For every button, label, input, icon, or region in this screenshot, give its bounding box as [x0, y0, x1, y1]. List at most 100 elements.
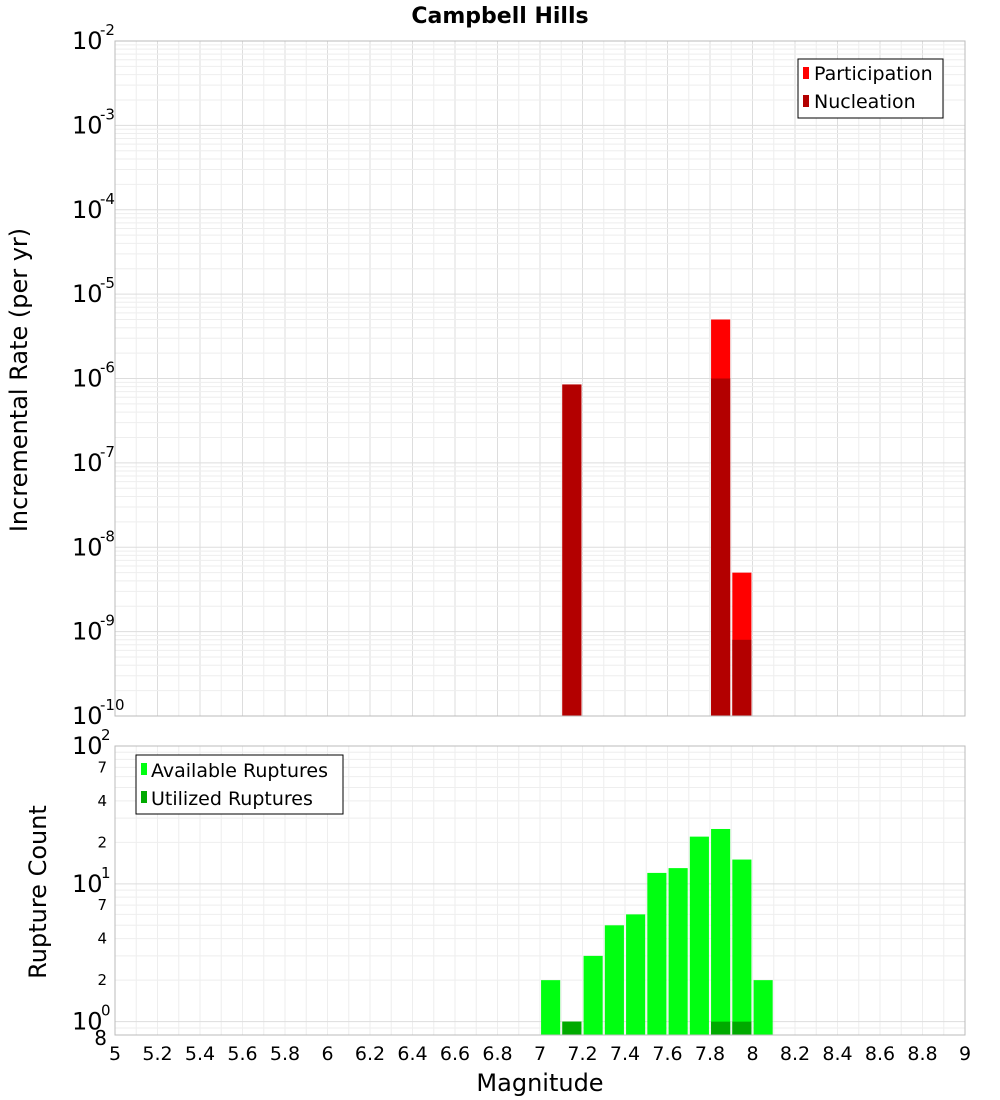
bottom-y-tick-exponent: 2 — [101, 726, 111, 744]
top-y-tick-exponent: -10 — [100, 696, 125, 714]
x-tick-label: 7 — [534, 1043, 546, 1065]
top-y-tick: 10-4 — [72, 190, 115, 224]
bottom-y-minor-tick-label: 7 — [97, 758, 107, 776]
bar-available-ruptures — [711, 828, 731, 1035]
bottom-y-minor-tick-label: 2 — [97, 971, 107, 989]
chart-title: Campbell Hills — [411, 4, 588, 29]
bottom-y-tick-base: 10 — [72, 870, 103, 898]
top-y-tick: 10-2 — [72, 21, 115, 55]
top-y-tick-exponent: -5 — [100, 274, 115, 292]
x-tick-label: 6 — [321, 1043, 333, 1065]
top-y-tick: 10-9 — [72, 612, 115, 646]
bar-available-ruptures — [689, 836, 709, 1035]
top-plot-grid — [114, 41, 966, 717]
bottom-y-tick: 100 — [72, 1002, 111, 1036]
x-tick-labels: 5 5.2 5.4 5.6 5.8 6 6.2 6.4 6.6 6.8 7 7.2 7.4 7.6 7.8 8… — [109, 1043, 971, 1065]
legend-swatch-participation — [803, 67, 809, 79]
top-y-tick-exponent: -2 — [100, 21, 115, 39]
top-legend-box — [797, 58, 944, 119]
bottom-y-minor-tick-label: 4 — [97, 792, 107, 810]
bar-nucleation — [562, 384, 582, 716]
bottom-y-minor-tick-label: 2 — [97, 833, 107, 851]
top-y-tick: 10-8 — [72, 527, 115, 561]
top-y-axis-label: Incremental Rate (per yr) — [5, 228, 33, 532]
bottom-y-tick-base: 10 — [72, 732, 103, 760]
bar-nucleation — [732, 639, 752, 716]
top-y-tick-base: 10 — [72, 280, 103, 308]
bottom-y-axis-label: Rupture Count — [24, 805, 52, 979]
x-tick-label: 8.6 — [865, 1043, 895, 1065]
top-y-tick: 10-3 — [72, 105, 115, 139]
bar-available-ruptures — [604, 925, 624, 1035]
bar-utilized-ruptures — [732, 1021, 752, 1035]
bottom-y-tick-base: 10 — [72, 1008, 103, 1036]
x-tick-label: 6.8 — [482, 1043, 512, 1065]
x-tick-label: 9 — [959, 1043, 971, 1065]
bar-available-ruptures — [732, 859, 752, 1035]
bar-available-ruptures — [541, 980, 561, 1035]
bottom-y-minor-tick-label: 8 — [94, 1026, 107, 1050]
top-y-tick-base: 10 — [72, 533, 103, 561]
top-y-tick-exponent: -7 — [100, 443, 115, 461]
top-y-tick-base: 10 — [72, 365, 103, 393]
top-y-tick-exponent: -8 — [100, 527, 115, 545]
x-axis-label: Magnitude — [476, 1069, 603, 1097]
bar-available-ruptures — [626, 914, 646, 1035]
bar-available-ruptures — [668, 868, 688, 1035]
x-tick-label: 6.2 — [355, 1043, 385, 1065]
top-plot-bars — [562, 319, 752, 716]
top-y-tick-exponent: -4 — [100, 190, 115, 208]
x-tick-label: 5.4 — [185, 1043, 215, 1065]
x-tick-label: 6.4 — [397, 1043, 427, 1065]
top-y-tick: 10-6 — [72, 359, 115, 393]
top-legend: Participation Nucleation — [797, 58, 944, 119]
legend-swatch-utilized-ruptures — [141, 791, 147, 803]
x-tick-label: 7.6 — [652, 1043, 682, 1065]
bottom-y-tick: 101 — [72, 864, 111, 898]
top-y-tick-base: 10 — [72, 618, 103, 646]
legend-swatch-available-ruptures — [141, 763, 147, 775]
bottom-plot-frame — [114, 745, 966, 1036]
bottom-y-minor-tick-label: 4 — [97, 930, 107, 948]
top-y-tick: 10-5 — [72, 274, 115, 308]
top-plot-frame — [114, 40, 966, 717]
legend-label-participation: Participation — [814, 63, 933, 85]
bar-nucleation — [711, 378, 731, 716]
bottom-legend-box — [135, 754, 344, 815]
top-y-tick: 10-7 — [72, 443, 115, 477]
bar-utilized-ruptures — [562, 1021, 582, 1035]
top-y-tick-exponent: -6 — [100, 359, 115, 377]
bottom-y-tick-exponent: 1 — [101, 864, 111, 882]
x-tick-label: 5 — [109, 1043, 121, 1065]
top-y-tick-base: 10 — [72, 27, 103, 55]
legend-label-available-ruptures: Available Ruptures — [151, 760, 328, 782]
x-tick-label: 8.8 — [907, 1043, 937, 1065]
x-tick-label: 5.8 — [270, 1043, 300, 1065]
x-tick-label: 8 — [746, 1043, 758, 1065]
x-tick-label: 7.4 — [610, 1043, 640, 1065]
top-y-tick-exponent: -3 — [100, 105, 115, 123]
bar-available-ruptures — [753, 980, 773, 1035]
x-tick-label: 5.2 — [142, 1043, 172, 1065]
bottom-legend: Available Ruptures Utilized Ruptures — [135, 754, 344, 815]
bottom-plot-bars — [541, 828, 773, 1035]
bottom-y-minor-tick-label: 7 — [97, 896, 107, 914]
x-tick-label: 8.2 — [780, 1043, 810, 1065]
bottom-y-tick: 102 — [72, 726, 111, 760]
top-y-tick: 10-10 — [72, 696, 125, 730]
legend-label-nucleation: Nucleation — [814, 91, 916, 113]
legend-swatch-nucleation — [803, 95, 809, 107]
x-tick-label: 6.6 — [440, 1043, 470, 1065]
top-y-tick-base: 10 — [72, 196, 103, 224]
bar-available-ruptures — [647, 872, 667, 1035]
x-tick-label: 8.4 — [822, 1043, 852, 1065]
x-tick-label: 7.2 — [567, 1043, 597, 1065]
top-y-tick-exponent: -9 — [100, 612, 115, 630]
x-tick-label: 5.6 — [227, 1043, 257, 1065]
legend-label-utilized-ruptures: Utilized Ruptures — [151, 788, 313, 810]
